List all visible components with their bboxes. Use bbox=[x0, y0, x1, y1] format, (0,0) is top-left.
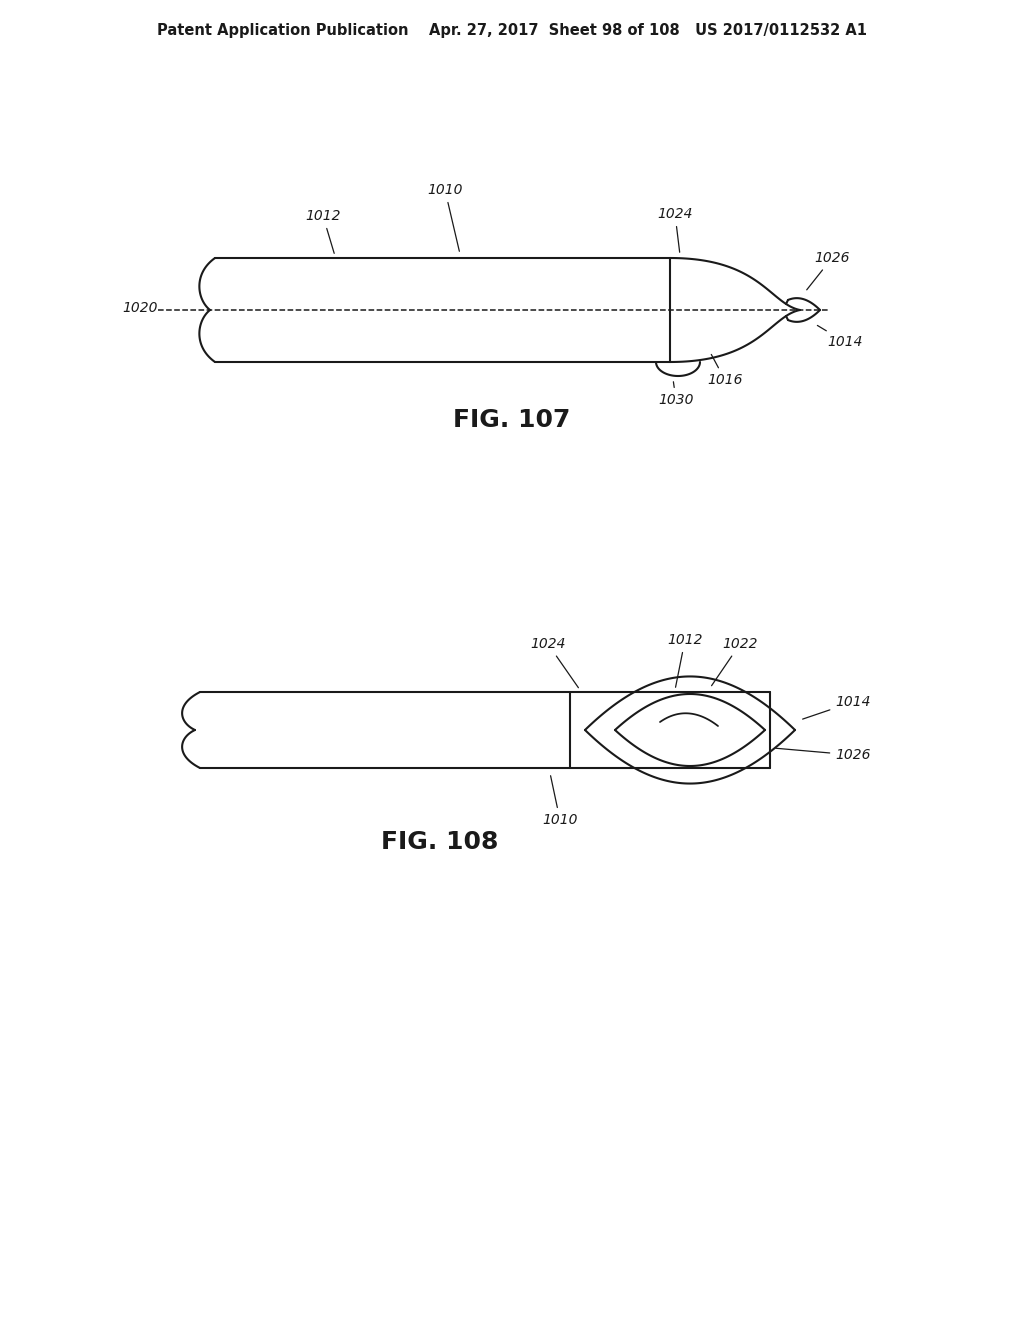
Text: 1030: 1030 bbox=[658, 381, 693, 407]
Text: Patent Application Publication    Apr. 27, 2017  Sheet 98 of 108   US 2017/01125: Patent Application Publication Apr. 27, … bbox=[157, 22, 867, 37]
Text: 1010: 1010 bbox=[427, 183, 463, 251]
Text: 1020: 1020 bbox=[123, 301, 158, 315]
Text: 1026: 1026 bbox=[807, 251, 850, 290]
Text: 1024: 1024 bbox=[530, 638, 579, 688]
Text: 1010: 1010 bbox=[543, 776, 578, 828]
Text: 1014: 1014 bbox=[803, 696, 870, 719]
Text: FIG. 108: FIG. 108 bbox=[381, 830, 499, 854]
Text: 1022: 1022 bbox=[712, 638, 758, 685]
Text: 1016: 1016 bbox=[708, 355, 742, 387]
Text: 1014: 1014 bbox=[817, 326, 863, 348]
Text: 1012: 1012 bbox=[668, 634, 702, 688]
Text: 1012: 1012 bbox=[305, 209, 341, 253]
Text: FIG. 107: FIG. 107 bbox=[454, 408, 570, 432]
Text: 1026: 1026 bbox=[776, 748, 870, 762]
Text: 1024: 1024 bbox=[657, 207, 693, 252]
